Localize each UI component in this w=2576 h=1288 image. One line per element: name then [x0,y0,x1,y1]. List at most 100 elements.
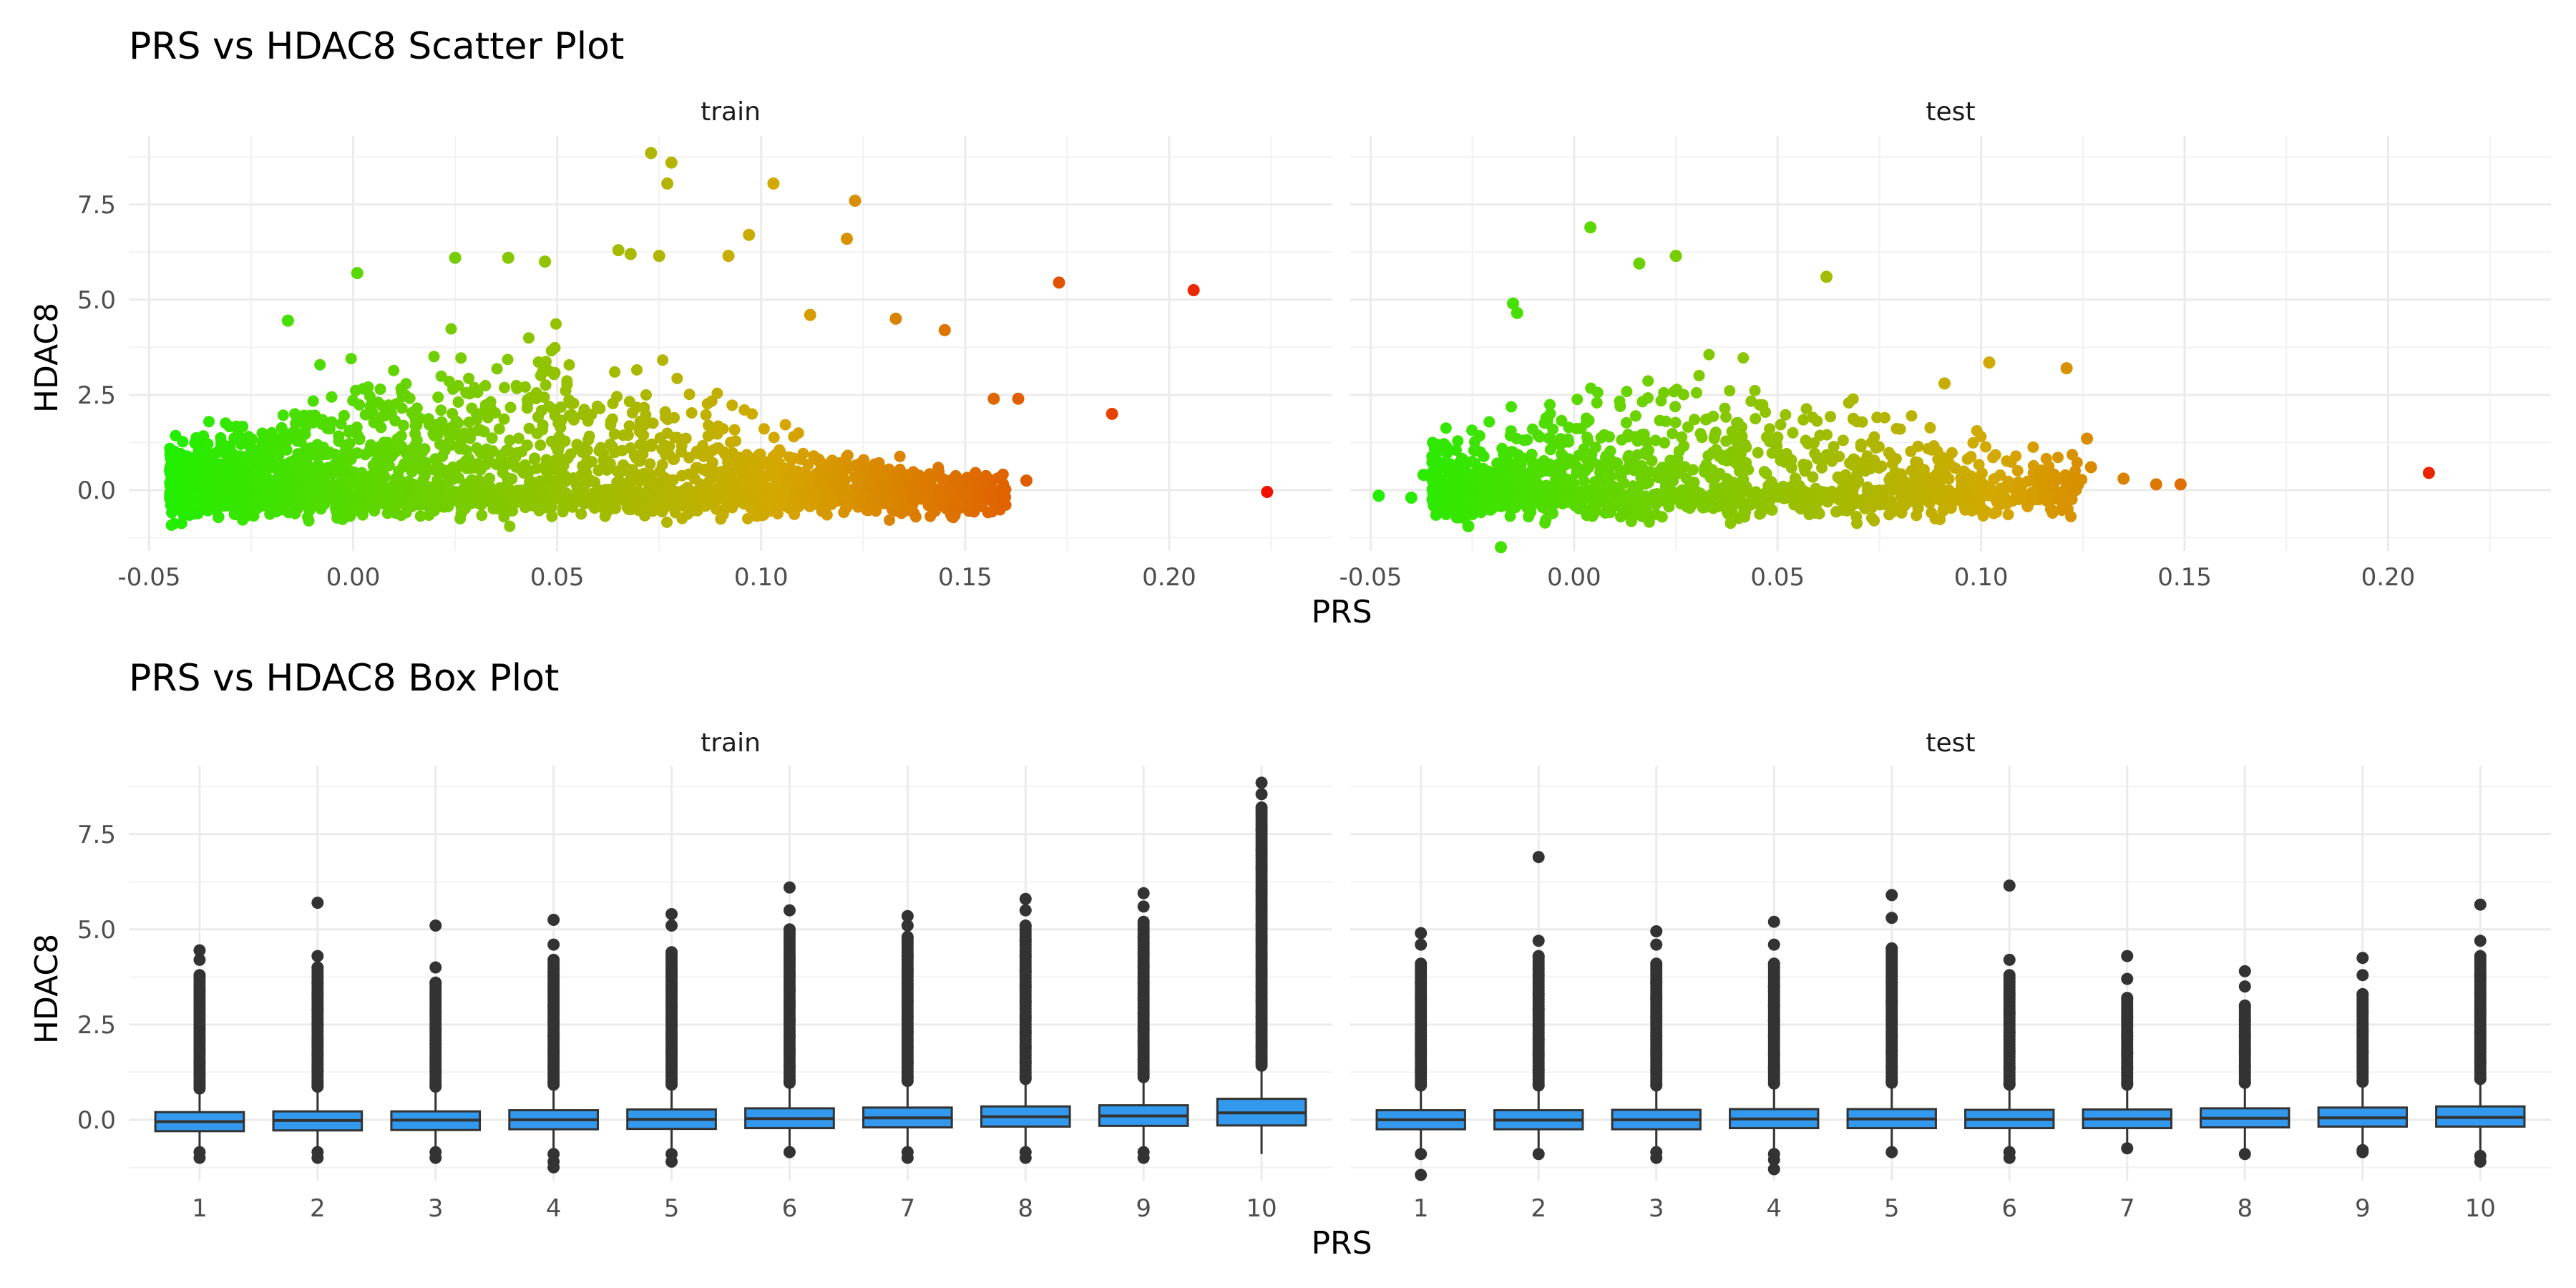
scatter-point [1736,421,1747,433]
outlier-point [429,1064,442,1077]
scatter-point [369,466,381,478]
scatter-point [1816,462,1828,474]
scatter-point [1836,483,1848,495]
scatter-point [1853,496,1865,508]
x-tick-label: 9 [1136,1194,1151,1223]
scatter-point [595,463,608,475]
scatter-point [1511,306,1523,319]
scatter-point [657,354,669,366]
scatter-point [1822,496,1834,508]
scatter-point [612,244,625,257]
scatter-point [1664,454,1677,467]
scatter-point [1599,487,1611,499]
scatter-point [1740,486,1752,498]
scatter-point [306,462,318,474]
scatter-point [351,428,363,440]
scatter-point [2016,492,2028,504]
scatter-point [511,447,523,459]
scatter-point [1749,384,1761,396]
scatter-point [273,473,285,484]
scatter-point [849,459,862,472]
scatter-point [1591,396,1603,409]
scatter-point [499,381,510,394]
scatter-point [1989,449,2001,461]
scatter-point [1591,386,1604,399]
outlier-point [429,1053,442,1065]
outlier-point [1019,965,1032,977]
scatter-point [1977,509,1989,522]
scatter-point [444,431,456,444]
scatter-point [1787,426,1799,439]
scatter-point [1659,436,1670,449]
scatter-point [782,477,794,489]
scatter-point [1427,436,1439,449]
y-tick-label: 2.5 [77,1011,116,1040]
scatter-point [1562,433,1574,445]
scatter-point [536,366,548,378]
scatter-point [711,387,723,399]
scatter-point [432,391,444,404]
scatter-point [1656,511,1668,523]
outlier-point [1415,957,1428,970]
scatter-point [1739,511,1751,523]
outlier-point [665,1015,678,1027]
scatter-point [638,401,650,414]
scatter-point [2044,503,2057,515]
scatter-point [668,454,680,465]
outlier-point [1532,950,1545,962]
outlier-point [665,984,678,997]
scatter-point [1980,441,1991,453]
scatter-point [922,487,935,498]
scatter-point [459,498,471,510]
scatter-point [501,472,513,484]
scatter-point [730,435,741,447]
scatter-point [473,488,485,499]
scatter-point [611,465,623,477]
outlier-point [429,976,442,989]
scatter-point [1837,434,1849,447]
scatter-point [183,509,195,521]
outlier-point [193,969,206,982]
scatter-point [1544,399,1556,411]
x-tick-label: 0.05 [530,563,585,592]
outlier-point [1532,851,1545,864]
scatter-point [429,419,441,431]
scatter-point [2039,486,2051,498]
outlier-point [1532,1033,1545,1046]
scatter-point [1890,453,1902,465]
scatter-point [1798,494,1810,507]
scatter-point [671,431,683,444]
x-tick-label: 0.05 [1750,563,1805,592]
scatter-point [608,484,620,496]
scatter-point [628,449,640,462]
scatter-point [1633,257,1646,270]
scatter-point [757,485,769,497]
box-3 [390,919,482,1164]
outlier-point [193,944,206,957]
scatter-point [1452,481,1464,493]
scatter-point [864,474,877,487]
scatter-point [471,442,483,454]
scatter-point [1975,431,1987,443]
scatter-point [2117,472,2130,485]
scatter-point [554,439,566,451]
outlier-point [311,1048,324,1061]
x-tick-label: 5 [664,1194,680,1223]
scatter-point [1708,432,1720,444]
scatter-point [540,356,552,368]
scatter-point [460,386,472,399]
scatter-point [311,439,323,451]
scatter-panel-train: train-0.05 0.00 0.05 0.10 0.15 0.200.02.55.07… [77,97,1332,592]
scatter-point [1798,462,1810,474]
scatter-point [1906,410,1918,422]
outlier-point [1532,1079,1545,1092]
scatter-point [1655,472,1667,484]
scatter-point [545,494,557,507]
scatter-point [192,498,204,510]
scatter-point [258,454,270,467]
scatter-point [419,460,431,472]
scatter-point [1775,419,1787,431]
scatter-point [776,499,789,511]
scatter-point [550,318,562,330]
scatter-point [1735,441,1747,453]
